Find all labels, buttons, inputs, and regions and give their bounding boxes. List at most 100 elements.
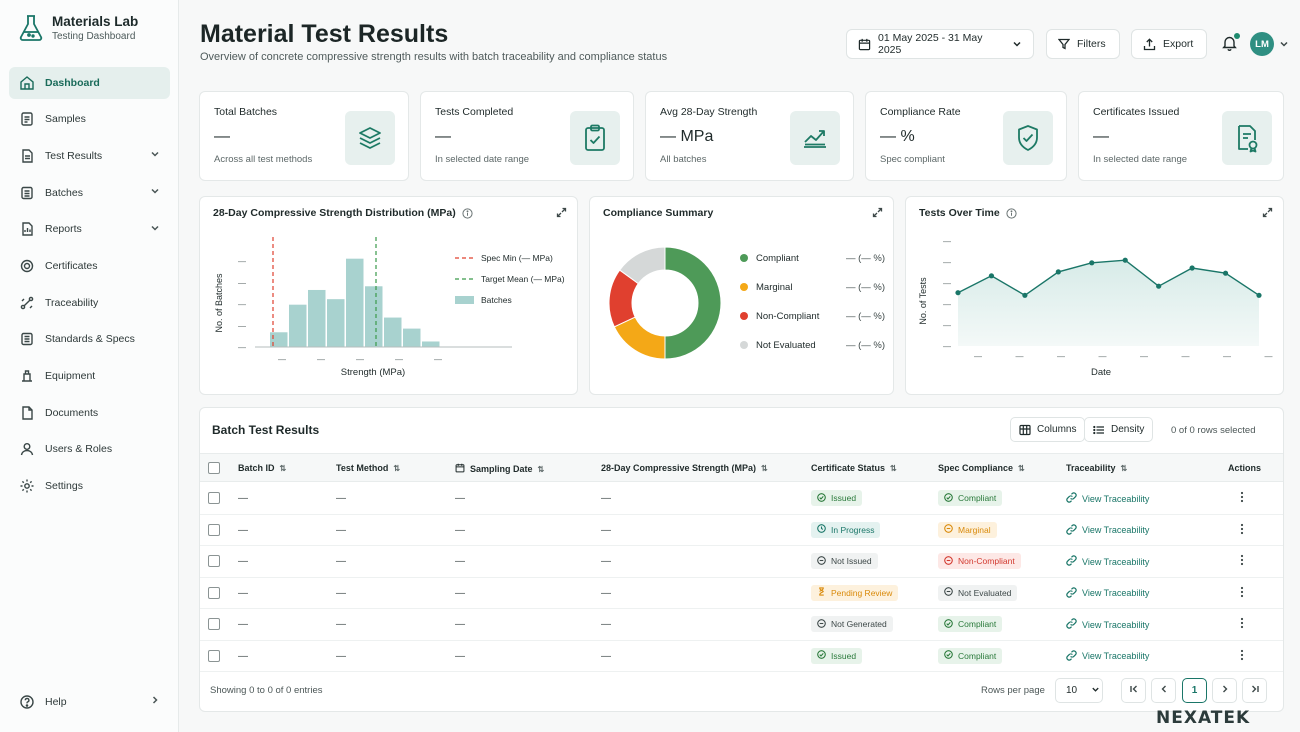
brand[interactable]: Materials Lab Testing Dashboard: [18, 14, 138, 42]
column-header-strength[interactable]: 28-Day Compressive Strength (MPa) ⇅: [601, 463, 768, 473]
column-header-traceability[interactable]: Traceability ⇅: [1066, 463, 1127, 473]
density-button[interactable]: Density: [1084, 417, 1154, 442]
chevron-down-icon[interactable]: [1279, 39, 1289, 52]
header-label: Actions: [1228, 463, 1262, 473]
first-page-icon: [1129, 684, 1139, 697]
sort-icon: ⇅: [393, 463, 401, 473]
export-button[interactable]: Export: [1131, 29, 1207, 59]
users-icon: [19, 441, 35, 457]
first-page-button[interactable]: [1121, 678, 1146, 703]
sidebar-item-dashboard[interactable]: Dashboard: [9, 67, 170, 99]
y-tick-label: —: [943, 237, 951, 246]
view-traceability-link[interactable]: View Traceability: [1066, 555, 1149, 568]
view-traceability-link[interactable]: View Traceability: [1066, 492, 1149, 505]
x-tick-label: —: [395, 355, 403, 364]
sidebar-item-label: Traceability: [45, 296, 99, 309]
sidebar-item-reports[interactable]: Reports: [9, 213, 170, 246]
sidebar-item-label: Dashboard: [45, 77, 100, 89]
x-axis-label: Strength (MPa): [341, 367, 405, 378]
column-header-test-method[interactable]: Test Method ⇅: [336, 463, 400, 473]
y-tick-label: —: [238, 343, 246, 352]
column-header-certificate-status[interactable]: Certificate Status ⇅: [811, 463, 897, 473]
expand-icon[interactable]: [1262, 207, 1273, 221]
cell-batch-id: —: [238, 650, 248, 662]
page-button-current[interactable]: 1: [1182, 678, 1207, 703]
cell-strength: —: [601, 493, 611, 504]
sidebar-item-test-results[interactable]: Test Results: [9, 139, 170, 172]
cell-test-method: —: [336, 524, 346, 536]
view-traceability-link[interactable]: View Traceability: [1066, 586, 1149, 600]
bell-icon[interactable]: [1222, 35, 1237, 54]
certificate-status-badge: In Progress: [811, 521, 881, 538]
badge-label: Compliant: [958, 619, 997, 629]
more-actions-icon[interactable]: [1240, 523, 1244, 538]
view-traceability-link[interactable]: View Traceability: [1066, 618, 1149, 631]
expand-icon[interactable]: [872, 207, 883, 221]
sidebar-item-users[interactable]: Users & Roles: [9, 433, 170, 466]
more-actions-icon[interactable]: [1240, 586, 1244, 601]
sidebar-item-settings[interactable]: Settings: [9, 470, 170, 503]
last-page-button[interactable]: [1242, 678, 1267, 703]
row-checkbox[interactable]: [208, 618, 220, 630]
sidebar-item-help[interactable]: Help: [9, 685, 170, 718]
donut-slice-not-evaluated: [618, 246, 666, 285]
chevron-down-icon: [1012, 39, 1022, 49]
sort-icon: ⇅: [537, 464, 545, 474]
row-checkbox[interactable]: [208, 492, 220, 504]
table-row[interactable]: — — — — Issued Compliant View Traceability: [200, 641, 1283, 672]
row-checkbox[interactable]: [208, 523, 220, 536]
kpi-value: — %: [880, 128, 915, 145]
view-traceability-link[interactable]: View Traceability: [1066, 523, 1149, 537]
view-traceability-link[interactable]: View Traceability: [1066, 649, 1149, 663]
cell-batch-id: —: [238, 619, 248, 630]
cell-batch-id: —: [238, 524, 248, 536]
filters-button[interactable]: Filters: [1046, 29, 1120, 59]
status-check-icon: [944, 618, 953, 630]
table-row[interactable]: — — — — Not Issued Non-Compliant View Traceabi…: [200, 546, 1283, 578]
row-checkbox[interactable]: [208, 555, 220, 567]
columns-icon: [1019, 424, 1031, 436]
sidebar-item-traceability[interactable]: Traceability: [9, 286, 170, 319]
histogram-bar: [308, 289, 326, 347]
panel-title: Tests Over Time: [919, 207, 1017, 219]
help-icon: [19, 694, 35, 710]
more-actions-icon[interactable]: [1240, 617, 1244, 632]
kpi-note: In selected date range: [435, 154, 530, 165]
table-row[interactable]: — — — — In Progress Marginal View Traceability: [200, 515, 1283, 546]
avatar[interactable]: LM: [1250, 32, 1274, 56]
sidebar-item-label: Documents: [45, 406, 99, 419]
next-page-button[interactable]: [1212, 678, 1237, 703]
more-actions-icon[interactable]: [1240, 491, 1244, 506]
info-icon[interactable]: [1006, 207, 1017, 219]
more-actions-icon[interactable]: [1240, 649, 1244, 664]
expand-icon[interactable]: [556, 207, 567, 221]
legend-dot: [740, 341, 748, 349]
sidebar-item-documents[interactable]: Documents: [9, 396, 170, 429]
sidebar-item-certificates[interactable]: Certificates: [9, 249, 170, 282]
sidebar-item-samples[interactable]: Samples: [9, 103, 170, 136]
kpi-label: Tests Completed: [435, 106, 514, 118]
previous-page-button[interactable]: [1151, 678, 1176, 703]
help-label: Help: [45, 695, 67, 708]
link-icon: [1066, 586, 1077, 600]
info-icon[interactable]: [462, 207, 473, 219]
compliance-summary-panel: Compliance Summary Compliant — (— %) Marg…: [589, 196, 894, 395]
date-range-picker[interactable]: 01 May 2025 - 31 May 2025: [846, 29, 1034, 59]
column-header-batch-id[interactable]: Batch ID ⇅: [238, 463, 286, 473]
row-checkbox[interactable]: [208, 586, 220, 599]
select-all-checkbox[interactable]: [208, 462, 220, 474]
sidebar-item-batches[interactable]: Batches: [9, 176, 170, 209]
sidebar-item-label: Test Results: [45, 149, 103, 162]
rows-per-page-select[interactable]: 10: [1055, 678, 1103, 703]
compliance-donut-chart: [608, 246, 722, 360]
table-row[interactable]: — — — — Issued Compliant View Traceability: [200, 483, 1283, 515]
column-header-sampling-date[interactable]: Sampling Date ⇅: [455, 463, 544, 475]
columns-button[interactable]: Columns: [1010, 417, 1086, 442]
table-row[interactable]: — — — — Not Generated Compliant View Traceabil…: [200, 609, 1283, 641]
column-header-spec-compliance[interactable]: Spec Compliance ⇅: [938, 463, 1025, 473]
row-checkbox[interactable]: [208, 649, 220, 662]
sidebar-item-standards[interactable]: Standards & Specs: [9, 323, 170, 356]
sidebar-item-equipment[interactable]: Equipment: [9, 360, 170, 393]
table-row[interactable]: — — — — Pending Review Not Evaluated View Trac…: [200, 578, 1283, 609]
more-actions-icon[interactable]: [1240, 554, 1244, 569]
